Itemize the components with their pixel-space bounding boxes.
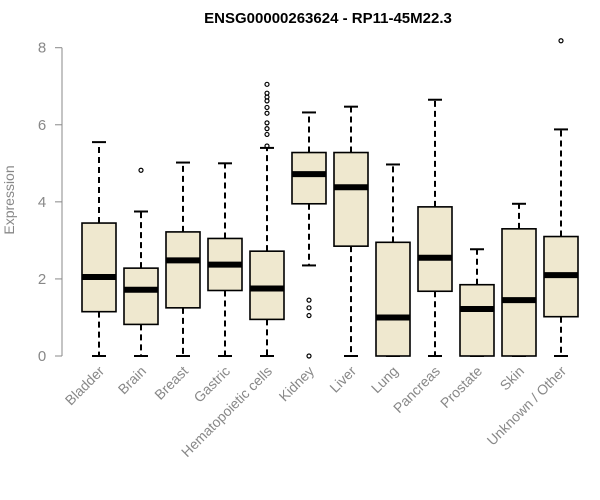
x-tick-label: Breast bbox=[151, 363, 191, 403]
x-tick-label: Bladder bbox=[62, 363, 108, 409]
box-pancreas bbox=[417, 98, 453, 357]
box-brain bbox=[123, 167, 159, 357]
y-tick-label: 0 bbox=[38, 348, 46, 365]
outlier-point bbox=[264, 120, 270, 126]
x-tick-label: Unknown / Other bbox=[484, 363, 570, 449]
outlier-point bbox=[306, 353, 312, 359]
x-tick-label: Pancreas bbox=[390, 363, 443, 416]
box-rect bbox=[333, 151, 369, 247]
outlier-point bbox=[264, 143, 270, 149]
box-breast bbox=[165, 161, 201, 357]
box-rect bbox=[81, 222, 117, 313]
box-liver bbox=[333, 105, 369, 357]
box-kidney bbox=[291, 111, 327, 359]
box-rect bbox=[375, 241, 411, 357]
outlier-point bbox=[306, 305, 312, 311]
box-gastric bbox=[207, 162, 243, 357]
box-prostate bbox=[459, 248, 495, 357]
box-rect bbox=[123, 267, 159, 326]
outlier-point bbox=[306, 312, 312, 319]
box-lung bbox=[375, 163, 411, 357]
x-tick-label: Liver bbox=[326, 363, 359, 396]
outlier-point bbox=[264, 110, 270, 116]
y-tick-label: 4 bbox=[38, 194, 46, 211]
box-skin bbox=[501, 202, 537, 357]
y-axis-label: Expression bbox=[1, 165, 17, 234]
x-tick-label: Brain bbox=[115, 363, 149, 397]
boxes-group bbox=[81, 38, 579, 359]
y-tick-label: 2 bbox=[38, 271, 46, 288]
x-tick-label: Skin bbox=[497, 363, 528, 394]
outlier-point bbox=[264, 104, 270, 111]
y-axis: 0 2 4 6 8 bbox=[38, 40, 63, 365]
x-tick-label: Prostate bbox=[437, 363, 485, 411]
box-rect bbox=[501, 228, 537, 357]
outlier-point bbox=[264, 90, 270, 96]
box-rect bbox=[291, 151, 327, 205]
outlier-point bbox=[306, 297, 312, 303]
y-tick-label: 8 bbox=[38, 40, 46, 57]
box-rect bbox=[165, 231, 201, 309]
y-tick-label: 6 bbox=[38, 117, 46, 134]
outlier-point bbox=[138, 167, 144, 173]
outlier-point bbox=[264, 126, 270, 132]
box-unknown-other bbox=[543, 38, 579, 357]
chart-title: ENSG00000263624 - RP11-45M22.3 bbox=[204, 10, 452, 27]
x-tick-label: Kidney bbox=[276, 363, 318, 405]
box-rect bbox=[249, 250, 285, 321]
outlier-point bbox=[264, 131, 270, 138]
box-rect bbox=[459, 283, 495, 357]
box-bladder bbox=[81, 141, 117, 357]
x-tick-label: Lung bbox=[368, 363, 401, 396]
box-hematopoietic-cells bbox=[249, 81, 285, 357]
box-rect bbox=[417, 206, 453, 293]
outlier-point bbox=[264, 81, 270, 87]
outlier-point bbox=[558, 38, 564, 44]
